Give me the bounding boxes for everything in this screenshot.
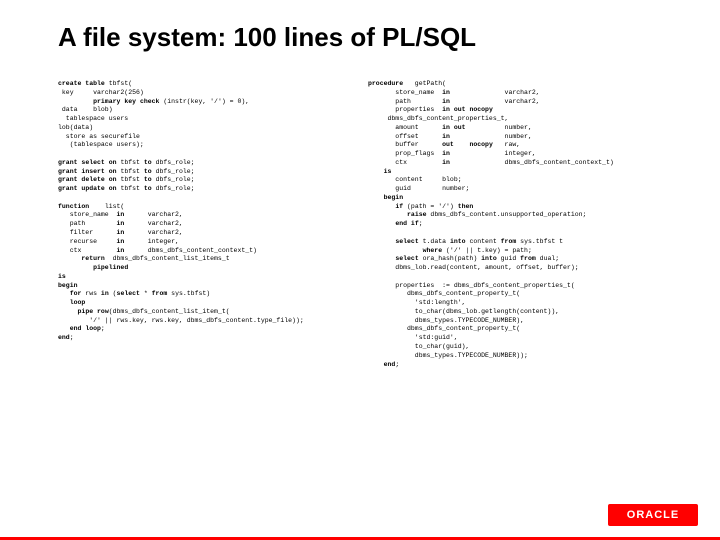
code-left-column: create table tbfst( key varchar2(256) pr… <box>58 80 368 343</box>
page-title: A file system: 100 lines of PL/SQL <box>58 22 476 53</box>
oracle-logo: ORACLE <box>608 504 698 526</box>
code-right-column: procedure getPath( store_name in varchar… <box>368 80 688 369</box>
code-area: create table tbfst( key varchar2(256) pr… <box>58 80 690 490</box>
